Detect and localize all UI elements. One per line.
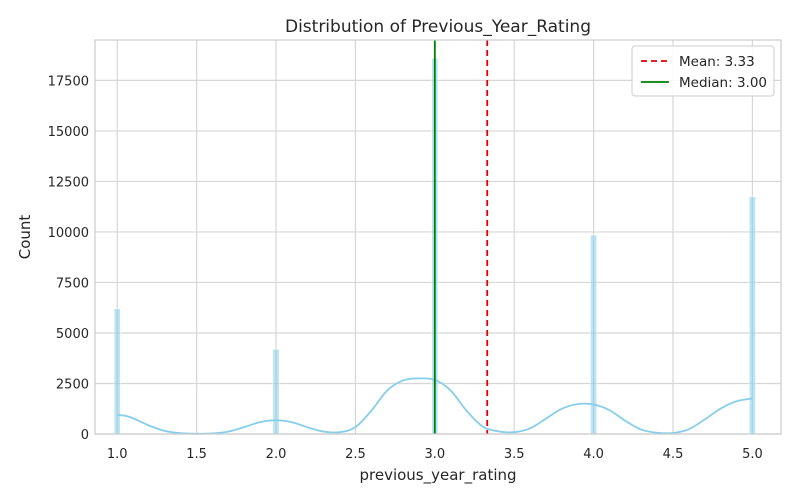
legend-label: Mean: 3.33 [679,54,755,70]
x-tick-label: 4.5 [663,447,684,462]
plot-frame [94,39,782,435]
x-tick-label: 1.5 [186,447,207,462]
x-tick-label: 2.0 [266,447,287,462]
y-tick-label: 12500 [48,175,89,190]
legend-label: Median: 3.00 [679,75,767,91]
y-tick-label: 5000 [56,327,89,342]
y-axis-label: Count [16,215,34,260]
legend: Mean: 3.33 Median: 3.00 [631,45,775,97]
y-tick-label: 17500 [48,74,89,89]
x-tick-label: 5.0 [742,447,763,462]
y-tick-label: 2500 [56,377,89,392]
x-tick-label: 2.5 [345,447,366,462]
reference-lines [433,40,489,434]
y-tick-labels: 0 2500 5000 7500 10000 12500 15000 17500 [48,74,89,443]
y-tick-label: 0 [81,428,89,443]
x-tick-label: 3.0 [424,447,445,462]
x-tick-label: 1.0 [107,447,128,462]
x-tick-labels: 1.0 1.5 2.0 2.5 3.0 3.5 4.0 4.5 5.0 [107,447,763,462]
x-tick-label: 3.5 [504,447,525,462]
y-tick-label: 7500 [56,276,89,291]
x-tick-label: 4.0 [583,447,604,462]
y-tick-label: 10000 [48,226,89,241]
y-tick-label: 15000 [48,125,89,140]
x-axis-label: previous_year_rating [359,466,516,485]
legend-box [631,45,775,97]
histogram-bar [272,348,280,435]
chart-title: Distribution of Previous_Year_Rating [285,17,591,37]
